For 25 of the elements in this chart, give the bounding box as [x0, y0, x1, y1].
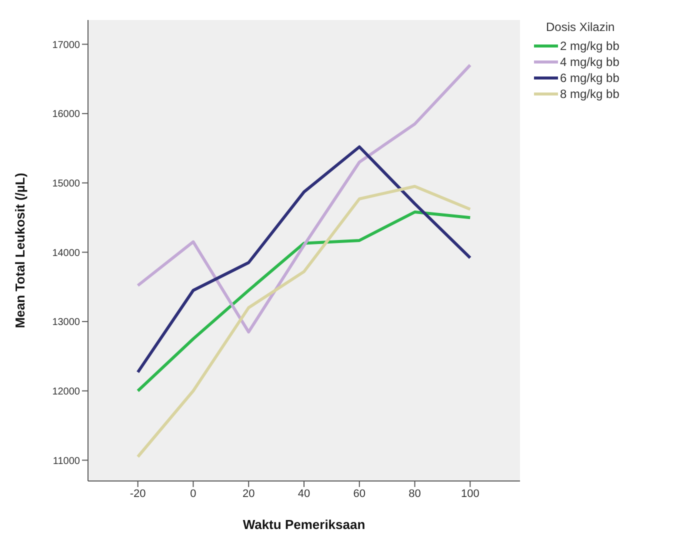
y-tick-label: 11000	[52, 456, 80, 467]
x-tick-label: 40	[298, 488, 310, 500]
y-tick-label: 15000	[52, 178, 80, 190]
x-tick-label: 20	[242, 488, 255, 500]
y-tick-label: 14000	[52, 248, 80, 259]
line-series	[136, 210, 472, 392]
x-tick-label: 80	[408, 488, 421, 500]
x-tick-label: 100	[460, 488, 480, 500]
x-axis-title: Waktu Pemeriksaan	[242, 517, 366, 532]
legend-title: Dosis Xilazin	[546, 20, 616, 34]
y-tick-label: 17000	[52, 40, 80, 51]
y-tick-label: 13000	[52, 317, 80, 328]
y-axis-title: Mean Total Leukosit (/µL)	[12, 172, 28, 328]
line-series	[136, 64, 472, 334]
legend-label: 2 mg/kg bb	[560, 39, 620, 53]
x-tick-label: -20	[130, 488, 146, 500]
y-tick-label: 12000	[52, 386, 80, 398]
legend-label: 8 mg/kg bb	[560, 87, 620, 101]
line-series	[136, 145, 472, 374]
legend-label: 4 mg/kg bb	[560, 55, 620, 69]
legend-label: 6 mg/kg bb	[560, 71, 620, 85]
x-tick-label: 0	[190, 488, 196, 500]
line-series	[136, 184, 472, 458]
y-tick-label: 16000	[52, 109, 80, 120]
x-tick-label: 60	[353, 488, 366, 500]
